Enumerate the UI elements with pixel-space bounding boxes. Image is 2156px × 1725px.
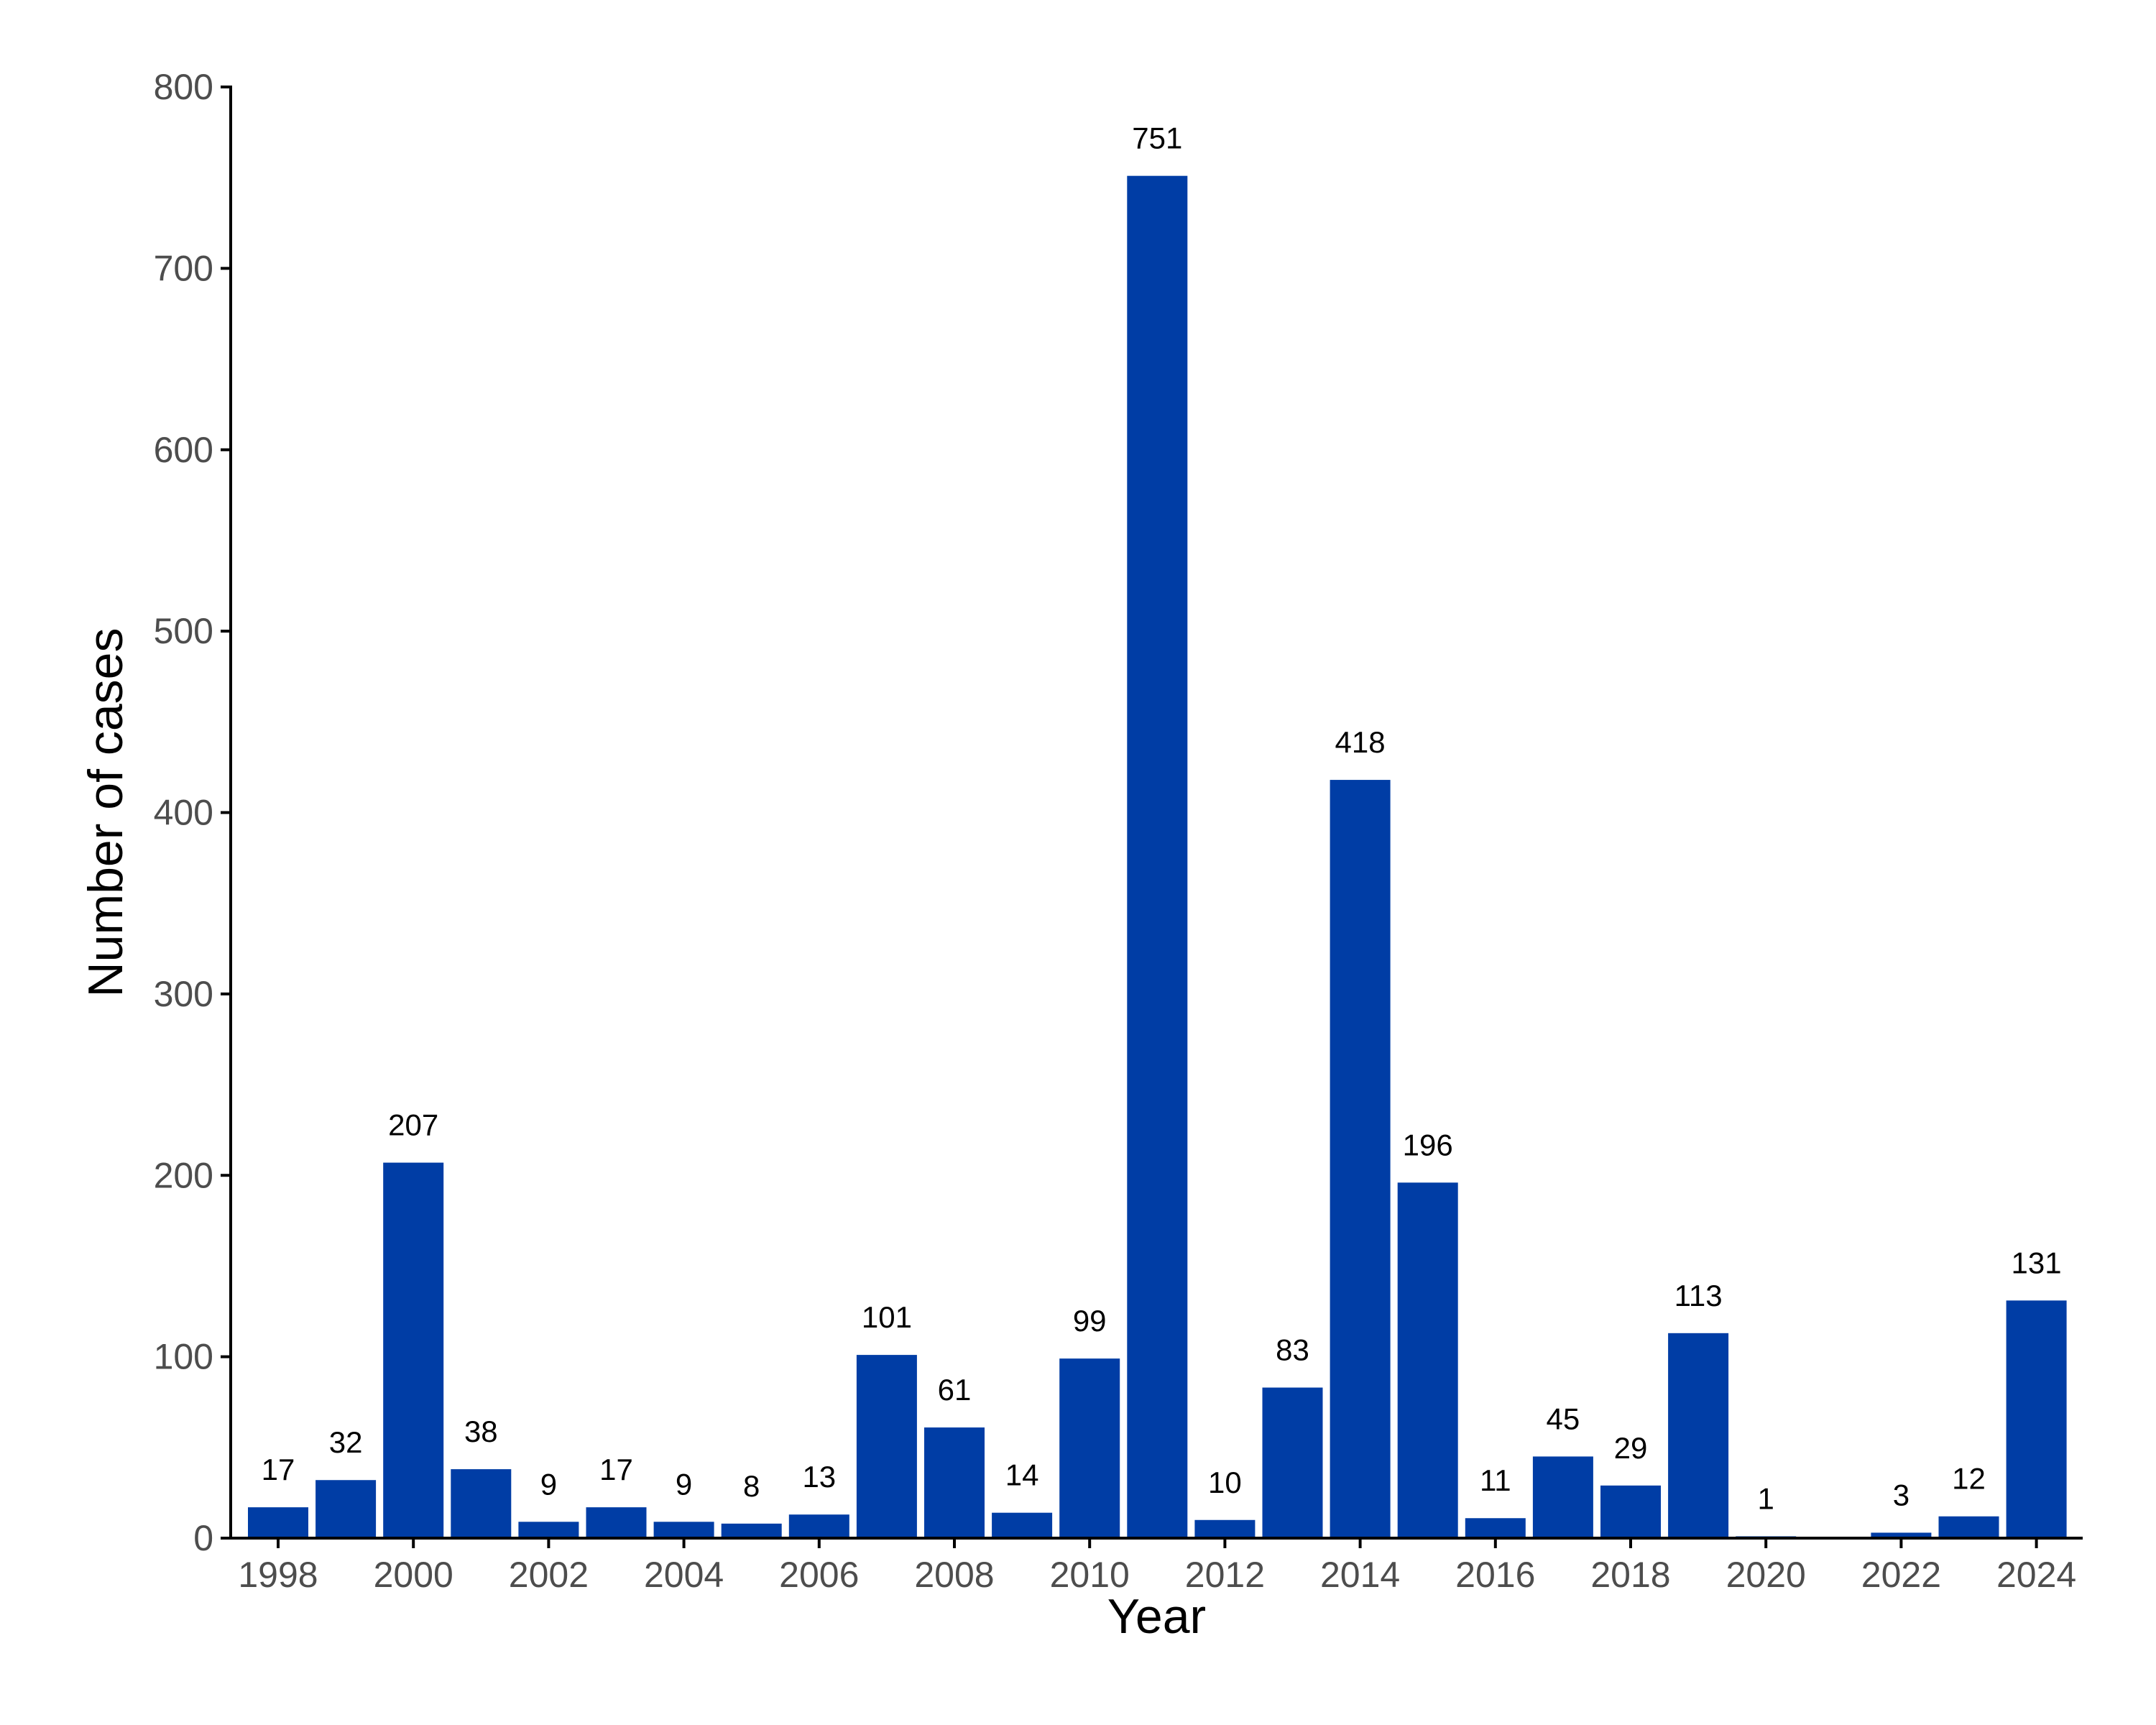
- x-tick-label: 2010: [1050, 1555, 1130, 1595]
- data-label-2011: 751: [1132, 121, 1182, 155]
- bar-2016: [1465, 1518, 1526, 1538]
- bar-2018: [1600, 1485, 1661, 1538]
- bar-2013: [1262, 1387, 1323, 1538]
- data-label-2006: 13: [802, 1460, 836, 1494]
- data-label-2017: 45: [1547, 1402, 1580, 1435]
- data-label-2019: 113: [1674, 1279, 1723, 1312]
- data-label-2004: 9: [676, 1467, 692, 1501]
- data-label-2022: 3: [1893, 1478, 1909, 1512]
- bar-2009: [992, 1512, 1053, 1538]
- bar-2003: [586, 1507, 647, 1538]
- bar-2015: [1397, 1182, 1458, 1538]
- bar-2005: [721, 1523, 782, 1538]
- bar-2022: [1871, 1532, 1932, 1538]
- data-label-2023: 12: [1952, 1462, 1986, 1496]
- y-axis-ticks: 0 100 200 300 400 500 600 700 800: [154, 67, 231, 1558]
- data-label-2002: 9: [540, 1467, 557, 1501]
- x-tick-label: 2020: [1726, 1555, 1806, 1595]
- data-label-2024: 131: [2012, 1246, 2062, 1279]
- x-tick-label: 2018: [1590, 1555, 1670, 1595]
- bar-2007: [856, 1355, 917, 1538]
- y-tick-label: 500: [154, 611, 213, 651]
- data-label-2012: 10: [1208, 1466, 1242, 1499]
- x-tick-label: 2006: [779, 1555, 859, 1595]
- bar-2000: [383, 1162, 444, 1538]
- bar-2006: [788, 1514, 849, 1538]
- data-label-2009: 14: [1005, 1458, 1039, 1492]
- data-label-2015: 196: [1403, 1128, 1453, 1162]
- x-tick-label: 2004: [644, 1555, 724, 1595]
- x-tick-label: 2016: [1455, 1555, 1535, 1595]
- data-label-2016: 11: [1480, 1463, 1511, 1497]
- bar-2014: [1330, 780, 1391, 1538]
- x-tick-label: 2012: [1185, 1555, 1265, 1595]
- y-tick-label: 700: [154, 248, 213, 288]
- y-tick-label: 400: [154, 793, 213, 833]
- data-label-2020: 1: [1758, 1481, 1774, 1515]
- bar-1998: [248, 1507, 308, 1538]
- data-label-2005: 8: [743, 1469, 760, 1503]
- y-tick-label: 100: [154, 1337, 213, 1377]
- bar-2017: [1532, 1456, 1593, 1538]
- x-axis-ticks: 1998 2000 2002 2004 2006 2008 2010 2012 2014 2016…: [238, 1538, 2076, 1595]
- data-label-2003: 17: [599, 1453, 633, 1486]
- bar-2024: [2006, 1300, 2067, 1538]
- bar-2023: [1938, 1516, 1999, 1538]
- data-label-2013: 83: [1276, 1333, 1309, 1367]
- bar-2010: [1059, 1358, 1120, 1538]
- bar-1999: [315, 1480, 377, 1538]
- x-tick-label: 1998: [238, 1555, 318, 1595]
- bar-2002: [518, 1522, 579, 1538]
- y-tick-label: 600: [154, 430, 213, 470]
- data-label-2010: 99: [1073, 1304, 1107, 1338]
- x-tick-label: 2024: [1996, 1555, 2076, 1595]
- bars-group: [248, 175, 2067, 1538]
- bar-2008: [924, 1427, 985, 1538]
- data-label-1999: 32: [329, 1425, 363, 1459]
- x-tick-label: 2000: [374, 1555, 453, 1595]
- data-label-2001: 38: [464, 1414, 498, 1448]
- data-label-2007: 101: [862, 1300, 912, 1334]
- bar-2011: [1127, 175, 1188, 1538]
- bar-2019: [1668, 1333, 1729, 1538]
- bar-2012: [1194, 1519, 1256, 1538]
- bar-2004: [653, 1522, 714, 1538]
- x-axis-title: Year: [1107, 1589, 1206, 1644]
- x-tick-label: 2022: [1861, 1555, 1941, 1595]
- data-label-2008: 61: [938, 1373, 972, 1407]
- y-tick-label: 0: [193, 1518, 213, 1558]
- x-tick-label: 2014: [1320, 1555, 1400, 1595]
- data-label-2014: 418: [1335, 725, 1386, 759]
- data-label-2018: 29: [1614, 1431, 1648, 1465]
- y-tick-label: 800: [154, 67, 213, 107]
- y-axis-title: Number of cases: [78, 628, 133, 998]
- data-label-1998: 17: [262, 1453, 295, 1486]
- x-tick-label: 2002: [509, 1555, 589, 1595]
- y-tick-label: 300: [154, 974, 213, 1014]
- x-tick-label: 2008: [914, 1555, 994, 1595]
- y-tick-label: 200: [154, 1155, 213, 1195]
- data-label-2000: 207: [388, 1108, 438, 1142]
- bar-2001: [451, 1469, 512, 1538]
